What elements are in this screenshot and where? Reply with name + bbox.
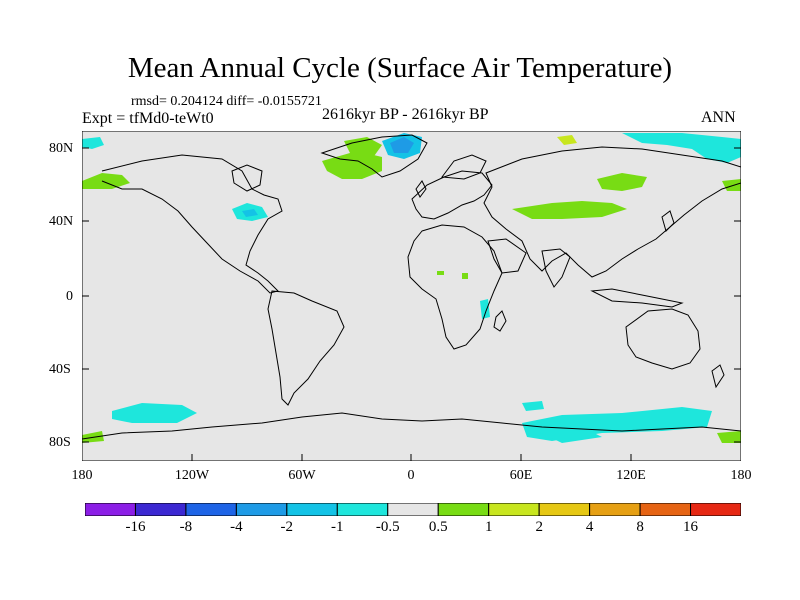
map-panel <box>82 131 741 461</box>
anomaly-patch-antarctic-east <box>537 427 602 443</box>
coastline-africa <box>407 224 503 350</box>
colorbar-label: 1 <box>484 519 493 535</box>
lat-label-40s: 40S <box>49 362 71 377</box>
coastlines <box>82 134 741 461</box>
colorbar-label: 16 <box>683 519 698 535</box>
colorbar-box <box>185 503 237 516</box>
colorbar-box <box>690 503 741 516</box>
lon-label-120e: 120E <box>616 468 646 483</box>
lon-label-0: 0 <box>407 468 415 483</box>
colorbar-label: 8 <box>636 519 644 535</box>
coastline-europe <box>411 170 493 220</box>
lat-label-0: 0 <box>66 289 73 304</box>
anomaly-patch-alaska <box>82 173 130 189</box>
season-label: ANN <box>701 109 736 126</box>
colorbar-box <box>639 503 692 516</box>
colorbar-label: -4 <box>230 519 243 535</box>
stats-text: rmsd= 0.204124 diff= -0.0155721 <box>131 94 322 109</box>
lon-label-60w: 60W <box>288 468 316 483</box>
coastline-hudson-bay <box>231 164 263 192</box>
anomaly-patches <box>82 133 741 443</box>
lon-label-180w: 180 <box>71 468 93 483</box>
colorbar-box <box>336 503 389 516</box>
colorbar <box>85 503 741 516</box>
anomaly-patch-greenland-core <box>390 137 414 153</box>
colorbar-label: -2 <box>280 519 294 535</box>
coastline-madagascar <box>493 310 507 332</box>
anomaly-patch-central-asia <box>512 201 627 219</box>
coastline-australia <box>625 308 701 370</box>
coastline-indonesia <box>590 288 684 308</box>
coastline-arabia <box>487 238 527 274</box>
coastline-japan <box>661 210 675 232</box>
lat-label-80s: 80S <box>49 435 71 450</box>
coastline-uk <box>415 180 427 198</box>
lon-label-180e: 180 <box>730 468 752 483</box>
colorbar-label: -8 <box>179 519 193 535</box>
colorbar-box <box>437 503 490 516</box>
colorbar-label: 2 <box>535 519 543 535</box>
lat-label-80n: 80N <box>49 141 74 156</box>
coastline-india <box>541 248 571 288</box>
colorbar-box <box>589 503 641 516</box>
coastline-south-america <box>267 290 345 406</box>
anomaly-patch-arabia <box>462 273 468 279</box>
colorbar-label: -16 <box>125 519 146 535</box>
colorbar-box <box>387 503 439 516</box>
coastline-new-zealand <box>711 364 725 389</box>
colorbar-label: 4 <box>585 519 594 535</box>
colorbar-box <box>538 503 591 516</box>
anomaly-patch-arctic-siberia <box>622 133 741 163</box>
colorbar-box <box>85 503 136 516</box>
coastline-antarctica <box>82 412 741 461</box>
anomaly-patch-east-africa <box>480 299 490 319</box>
colorbar-box <box>134 503 187 516</box>
colorbar-label: -1 <box>331 519 344 535</box>
coastline-scandinavia <box>441 154 487 180</box>
period-label: 2616kyr BP - 2616kyr BP <box>322 106 489 123</box>
anomaly-patch-great-lakes-core <box>242 209 258 217</box>
experiment-label: Expt = tfMd0-teWt0 <box>82 110 214 127</box>
lat-label-40n: 40N <box>49 214 74 229</box>
anomaly-patch-south-atlantic <box>522 401 544 411</box>
colorbar-box <box>488 503 540 516</box>
anomaly-patch-antarctic-edge-east <box>717 431 741 443</box>
lon-label-60e: 60E <box>509 468 533 483</box>
coastline-greenland <box>320 134 428 178</box>
anomaly-patch-siberia-north <box>557 135 577 145</box>
lon-label-120w: 120W <box>174 468 210 483</box>
coastline-north-america <box>101 154 283 294</box>
anomaly-patch-southern-ocean-pacific <box>112 403 197 423</box>
anomaly-patch-siberia <box>597 173 647 191</box>
axis-ticks <box>82 147 741 461</box>
plot-title: Mean Annual Cycle (Surface Air Temperatu… <box>127 52 673 84</box>
coastline-asia <box>483 146 741 278</box>
anomaly-patch-arctic-alaska <box>82 137 104 149</box>
colorbar-label: -0.5 <box>375 519 400 535</box>
colorbar-box <box>286 503 338 516</box>
colorbar-label: 0.5 <box>428 519 448 535</box>
anomaly-patch-sahel <box>437 271 444 275</box>
colorbar-box <box>235 503 288 516</box>
